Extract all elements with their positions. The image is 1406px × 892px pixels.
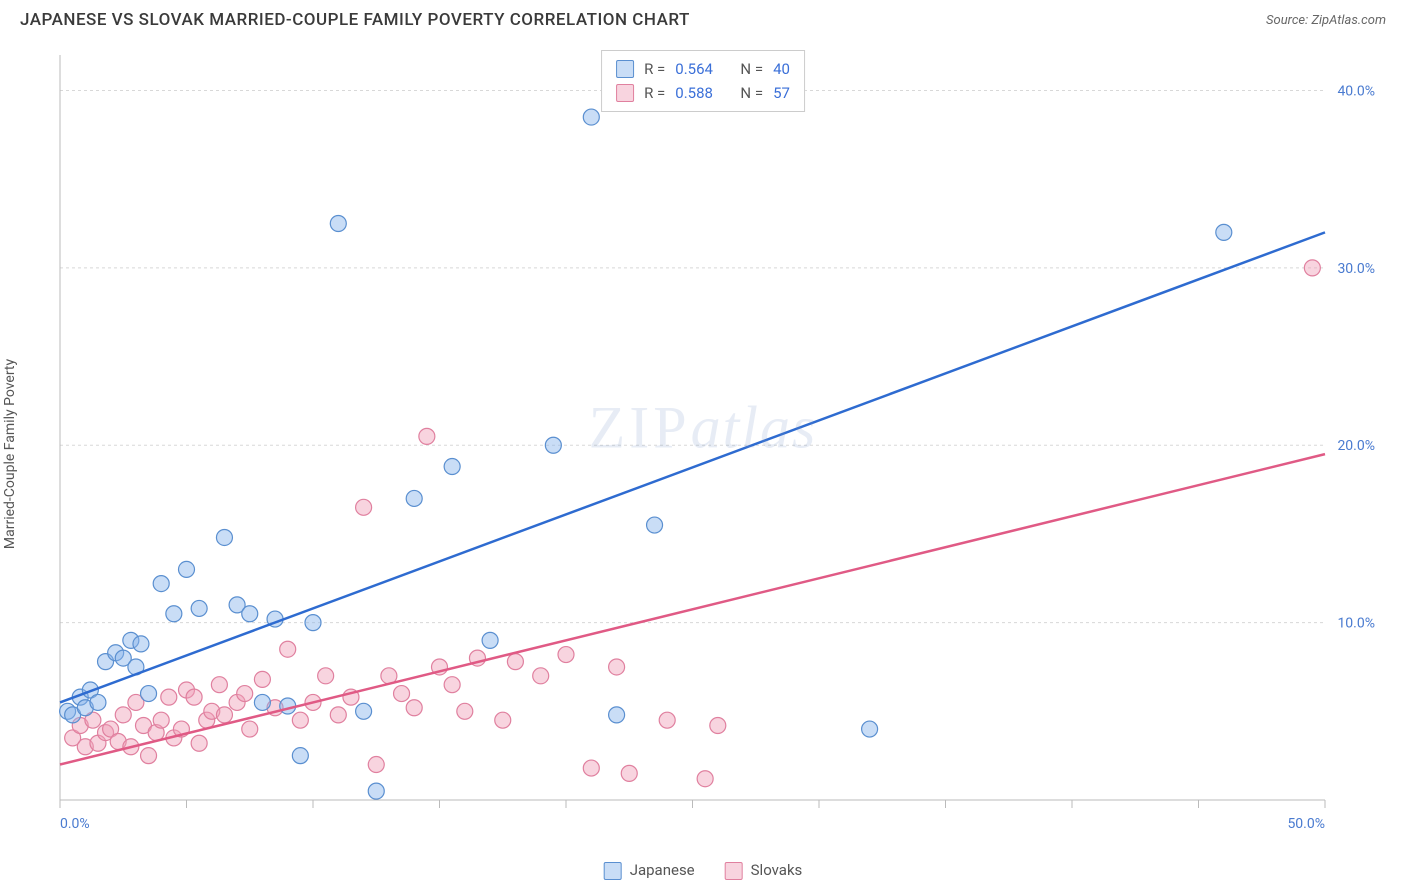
source-attribution: Source: ZipAtlas.com — [1266, 13, 1386, 28]
swatch-japanese-icon — [604, 862, 622, 880]
source-name: ZipAtlas.com — [1311, 13, 1386, 28]
n-value-japanese: 40 — [773, 57, 790, 81]
svg-text:30.0%: 30.0% — [1337, 261, 1375, 277]
r-label: R = — [644, 57, 665, 81]
legend-item-japanese: Japanese — [604, 861, 695, 880]
legend-series: Japanese Slovaks — [604, 861, 803, 880]
legend-label-slovaks: Slovaks — [751, 861, 803, 879]
scatter-chart: 10.0% 20.0% 30.0% 40.0% 0.0% 50.0% — [55, 45, 1385, 855]
swatch-slovaks-icon — [616, 84, 634, 102]
legend-label-japanese: Japanese — [630, 861, 695, 879]
legend-item-slovaks: Slovaks — [725, 861, 803, 880]
r-label: R = — [644, 81, 665, 105]
svg-text:50.0%: 50.0% — [1287, 816, 1325, 832]
n-label: N = — [740, 57, 763, 81]
n-label: N = — [740, 81, 763, 105]
legend-row-japanese: R = 0.564 N = 40 — [616, 57, 790, 81]
chart-container: 10.0% 20.0% 30.0% 40.0% 0.0% 50.0% — [55, 45, 1385, 855]
legend-correlation: R = 0.564 N = 40 R = 0.588 N = 57 — [601, 50, 805, 112]
legend-row-slovaks: R = 0.588 N = 57 — [616, 81, 790, 105]
svg-text:20.0%: 20.0% — [1337, 438, 1375, 454]
chart-title: JAPANESE VS SLOVAK MARRIED-COUPLE FAMILY… — [20, 10, 690, 30]
swatch-slovaks-icon — [725, 862, 743, 880]
swatch-japanese-icon — [616, 60, 634, 78]
svg-text:0.0%: 0.0% — [60, 816, 90, 832]
r-value-japanese: 0.564 — [675, 57, 713, 81]
r-value-slovaks: 0.588 — [675, 81, 713, 105]
source-label: Source: — [1266, 13, 1311, 28]
svg-text:10.0%: 10.0% — [1337, 616, 1375, 632]
svg-text:40.0%: 40.0% — [1337, 83, 1375, 99]
y-axis-label: Married-Couple Family Poverty — [2, 359, 18, 549]
n-value-slovaks: 57 — [773, 81, 790, 105]
header: JAPANESE VS SLOVAK MARRIED-COUPLE FAMILY… — [0, 0, 1406, 36]
